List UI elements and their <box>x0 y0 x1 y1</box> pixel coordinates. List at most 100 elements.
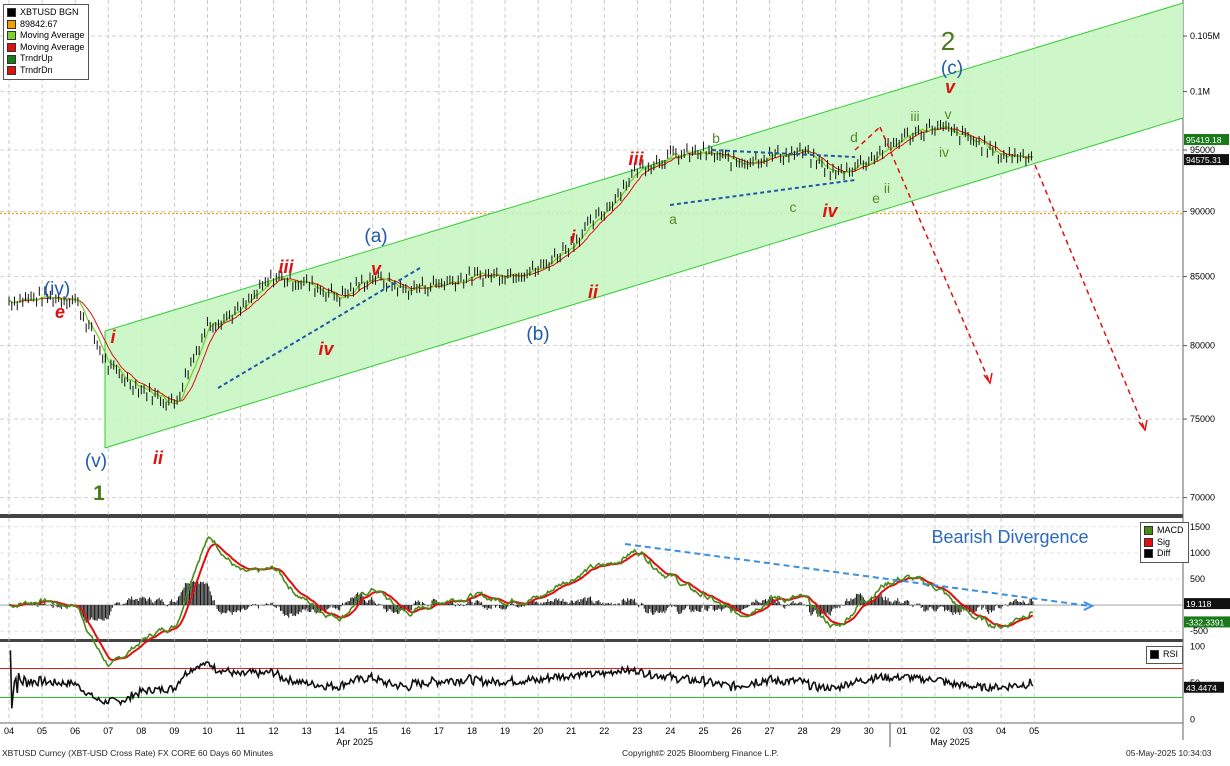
legend-label: 89842.67 <box>20 18 58 29</box>
wave-label-iv-g: iv <box>939 144 949 160</box>
x-tick-label: 30 <box>864 726 874 736</box>
x-tick-label: 03 <box>963 726 973 736</box>
legend-label: Moving Average <box>20 30 85 41</box>
wave-label-i-red-1: i <box>110 327 116 347</box>
legend-label: MACD <box>1157 525 1184 535</box>
wave-label-ii-red-2: ii <box>588 282 599 302</box>
legend-label: XBTUSD BGN <box>20 7 79 17</box>
panel-separator <box>0 639 1183 642</box>
wave-label-v-g: v <box>945 106 952 122</box>
x-tick-label: 20 <box>533 726 543 736</box>
trend-channel <box>105 3 1183 448</box>
main-legend-item: 89842.67 <box>7 19 84 31</box>
wave-label-b-paren: (b) <box>526 324 549 345</box>
wave-label-d-g: d <box>850 129 858 145</box>
last-value-box <box>1184 616 1230 628</box>
legend-label: Sig <box>1157 536 1171 547</box>
y-tick-label: 85000 <box>1190 272 1215 282</box>
x-month-label: May 2025 <box>930 737 970 747</box>
x-tick-label: 13 <box>302 726 312 736</box>
macd-legend: MACD Sig Diff <box>1140 522 1189 563</box>
x-tick-label: 29 <box>831 726 841 736</box>
channel-upper-line <box>104 2 1184 332</box>
y-tick-label: 80000 <box>1190 341 1215 351</box>
wave-label-iv-paren: (iv) <box>44 279 70 300</box>
triangle-lower-line <box>669 179 856 206</box>
wave-label-v-paren: (v) <box>85 451 107 472</box>
x-tick-label: 10 <box>202 726 212 736</box>
x-tick-label: 16 <box>401 726 411 736</box>
wave-label-wave2: 2 <box>941 26 955 56</box>
wave-label-wave1: 1 <box>93 482 105 505</box>
y-tick-label: 1000 <box>1190 548 1210 558</box>
x-tick-label: 19 <box>500 726 510 736</box>
wave-label-ii-red-1: ii <box>153 448 164 468</box>
footer-timestamp: 05-May-2025 10:34:03 <box>1126 748 1212 758</box>
macd-line <box>8 536 1034 668</box>
y-tick-label: 0 <box>1190 714 1195 724</box>
macd-signal-line <box>8 543 1034 661</box>
main-legend: XBTUSD BGN 89842.67 Moving Average Moving A… <box>3 4 90 80</box>
y-tick-label: 100 <box>1190 642 1205 652</box>
x-month-label: Apr 2025 <box>336 737 373 747</box>
main-legend-item: TrndrDn <box>7 65 84 77</box>
last-value-box <box>1184 154 1229 166</box>
projection-line <box>854 126 881 151</box>
x-tick-label: 02 <box>930 726 940 736</box>
legend-swatch <box>7 31 16 41</box>
legend-swatch <box>1144 526 1153 536</box>
y-tick-label: 75000 <box>1190 414 1215 424</box>
y-tick-label: 70000 <box>1190 493 1215 503</box>
legend-label: Diff <box>1157 548 1171 559</box>
main-legend-item: Moving Average <box>7 42 84 54</box>
last-value-label: 94575.31 <box>1186 155 1222 165</box>
y-tick-label: 0.1M <box>1190 87 1210 97</box>
main-legend-item: Moving Average <box>7 30 84 42</box>
last-value-box <box>1184 133 1229 145</box>
legend-swatch <box>7 54 16 64</box>
last-value-box <box>1184 681 1224 693</box>
x-tick-label: 05 <box>37 726 47 736</box>
wave-label-c-paren: (c) <box>941 58 963 79</box>
macd-legend-item: MACD <box>1144 525 1184 537</box>
macd-legend-item: Sig <box>1144 537 1184 549</box>
x-tick-label: 04 <box>996 726 1006 736</box>
x-tick-label: 11 <box>236 726 245 736</box>
x-tick-label: 05 <box>1029 726 1039 736</box>
main-legend-item: XBTUSD BGN <box>7 7 84 19</box>
x-tick-label: 15 <box>368 726 378 736</box>
main-legend-item: TrndrUp <box>7 53 84 65</box>
rsi-legend-item: RSI <box>1150 649 1178 661</box>
wave-label-ii-g: ii <box>884 180 890 196</box>
x-tick-label: 25 <box>698 726 708 736</box>
x-tick-label: 12 <box>269 726 279 736</box>
divergence-arrow <box>1083 601 1095 611</box>
legend-swatch <box>7 66 16 76</box>
legend-swatch <box>1144 537 1153 547</box>
wave-label-a-paren: (a) <box>364 226 387 247</box>
last-value-label: 19.118 <box>1186 599 1212 609</box>
triangle-upper-line <box>711 149 856 158</box>
moving-average-green <box>8 125 1034 405</box>
legend-label: TrndrDn <box>20 64 53 75</box>
rsi-legend: RSI <box>1146 646 1184 664</box>
wave-label-e-red: e <box>55 302 65 322</box>
panel-separator <box>0 514 1183 518</box>
wave-label-v-red-1: v <box>371 259 382 279</box>
wave-label-e-g: e <box>872 190 880 206</box>
wave-label-iii-red-1: iii <box>278 257 294 277</box>
x-tick-label: 08 <box>136 726 146 736</box>
y-tick-label: 95000 <box>1190 145 1215 155</box>
legend-swatch <box>7 43 16 53</box>
footer-copyright: Copyright© 2025 Bloomberg Finance L.P. <box>622 748 779 758</box>
last-value-label: -332.3391 <box>1186 617 1225 627</box>
x-tick-label: 24 <box>665 726 675 736</box>
legend-swatch <box>7 8 16 18</box>
wave-label-iv-red-2: iv <box>822 201 838 221</box>
x-tick-label: 14 <box>335 726 345 736</box>
wave-label-iii-g: iii <box>910 108 919 124</box>
last-value-box <box>1184 598 1230 610</box>
projection-arrow <box>1138 419 1148 432</box>
y-tick-label: 90000 <box>1190 207 1215 217</box>
